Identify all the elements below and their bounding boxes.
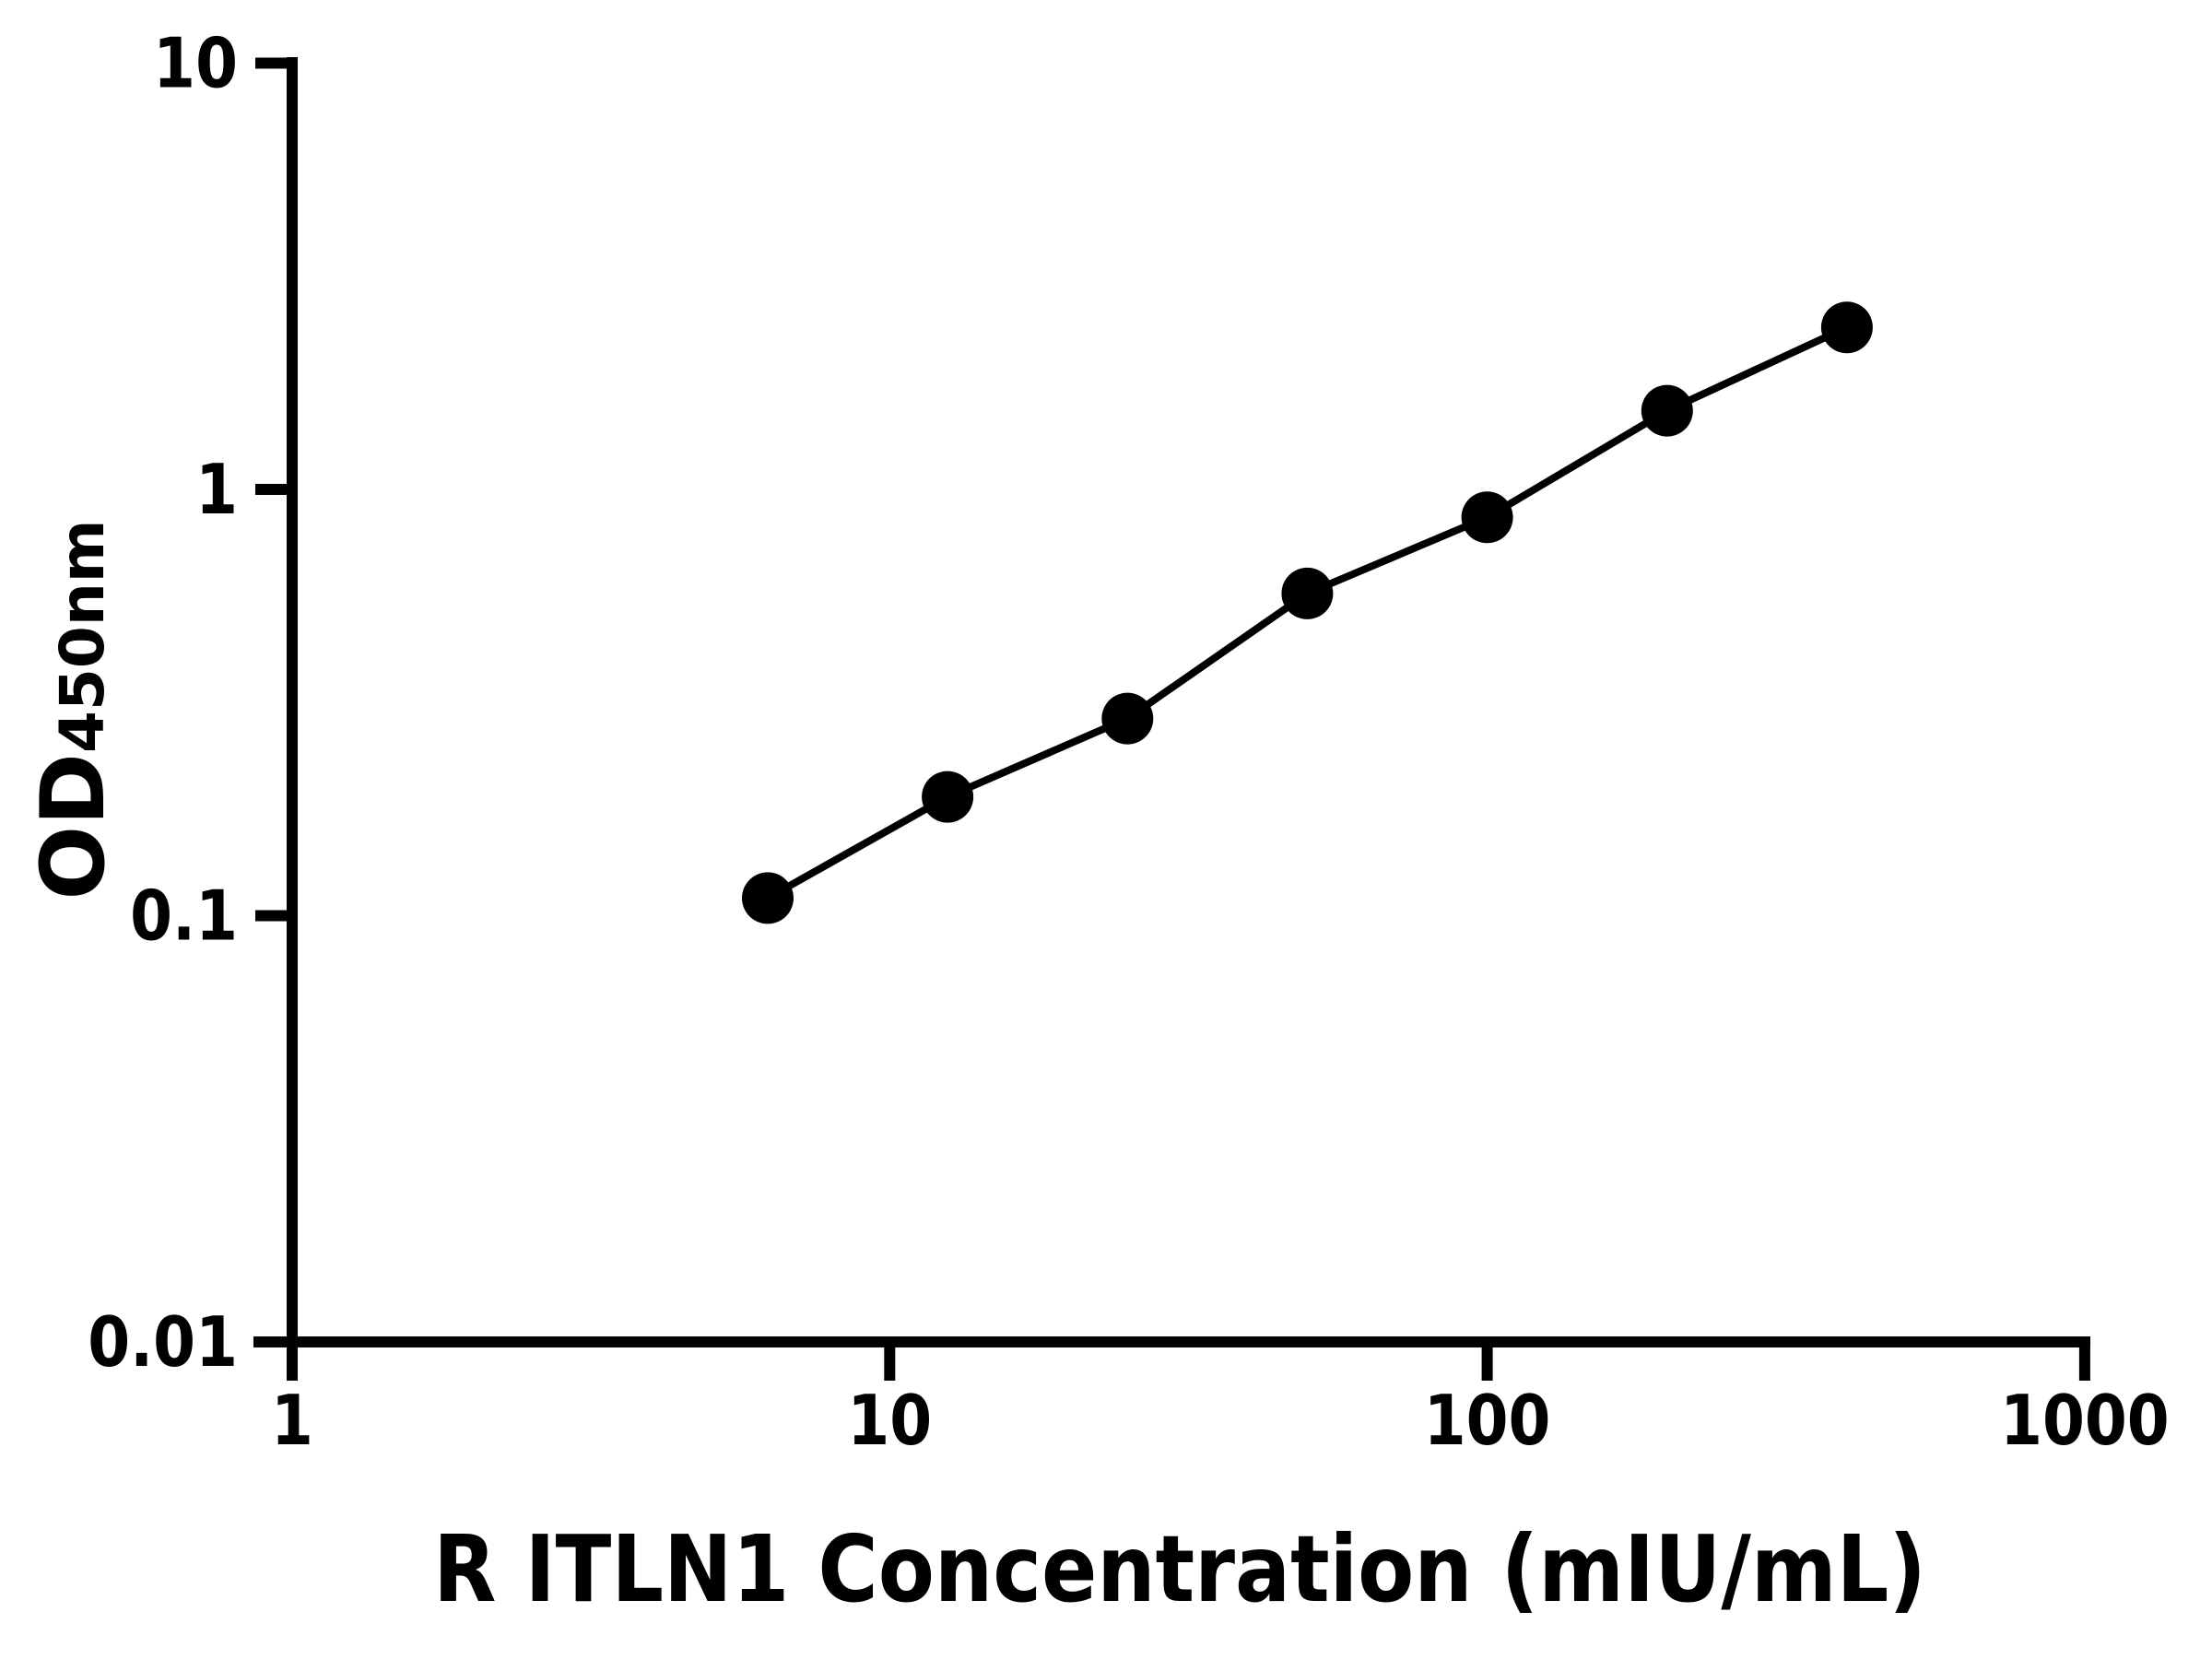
- y-axis-title-main: OD: [23, 753, 124, 900]
- x-tick-label: 10: [847, 1380, 932, 1461]
- y-axis-title: OD450nm: [23, 519, 124, 900]
- data-point: [1281, 567, 1334, 619]
- x-tick-label: 1000: [2000, 1380, 2170, 1461]
- x-axis-title: R ITLN1 Concentration (mIU/mL): [433, 1516, 1926, 1623]
- x-tick-label: 1: [271, 1380, 313, 1461]
- x-tick-label: 100: [1424, 1380, 1551, 1461]
- data-point: [922, 771, 974, 823]
- data-point: [1641, 384, 1693, 437]
- y-tick-label: 0.1: [130, 875, 238, 956]
- y-tick-label: 1: [195, 449, 238, 530]
- data-point: [1820, 301, 1873, 354]
- y-axis-title-sub: 450nm: [47, 519, 118, 753]
- data-point: [1461, 491, 1513, 544]
- y-tick-label: 0.01: [88, 1301, 238, 1382]
- y-tick-label: 10: [153, 22, 238, 103]
- data-point: [742, 872, 794, 924]
- data-point: [1101, 692, 1154, 745]
